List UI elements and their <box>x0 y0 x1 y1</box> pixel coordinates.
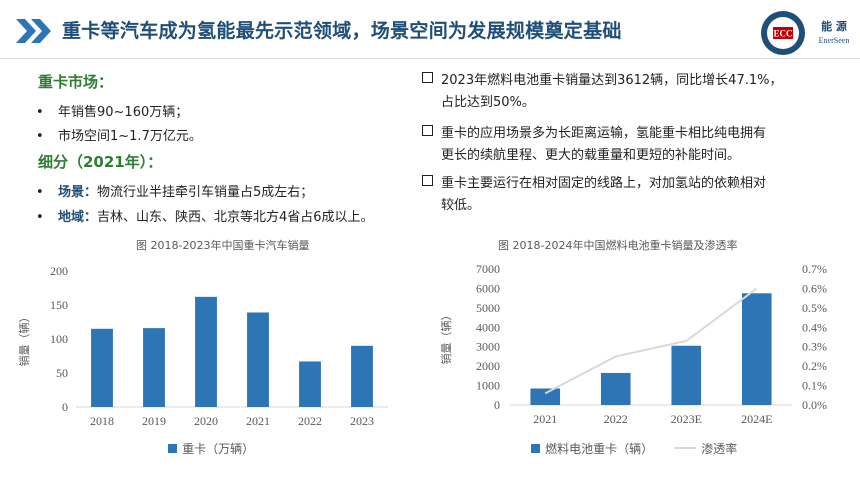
bullet-icon: • <box>36 129 44 144</box>
x-tick-label: 2021 <box>533 412 557 426</box>
bar <box>671 345 702 405</box>
legend-line <box>674 447 697 449</box>
bullet-icon: • <box>36 210 44 225</box>
y2-tick-label: 0.6% <box>802 281 827 295</box>
x-tick-label: 2023 <box>350 414 374 428</box>
bar <box>600 372 631 405</box>
bar <box>91 328 113 407</box>
legend-label: 燃料电池重卡（辆） <box>545 442 654 456</box>
section-heading-segment: 细分（2021年）： <box>38 153 163 171</box>
list-item: • 场景：物流行业半挂牵引车销量占5成左右； <box>36 185 314 200</box>
y-axis-label: 销量（辆） <box>439 310 453 365</box>
y-tick-label: 7000 <box>476 262 500 276</box>
bar <box>741 293 772 405</box>
y-tick-label: 3000 <box>476 340 500 354</box>
checkbox-bullet-icon <box>422 175 433 186</box>
x-tick-label: 2020 <box>194 414 218 428</box>
page-title: 重卡等汽车成为氢能最先示范领域，场景空间为发展规模奠定基础 <box>62 20 622 42</box>
list-item: • 市场空间1~1.7万亿元。 <box>36 129 202 144</box>
y-tick-label: 0 <box>494 398 500 412</box>
legend-label: 渗透率 <box>701 442 738 456</box>
list-item: 重卡的应用场景多为长距离运输，氢能重卡相比纯电拥有 更长的续航里程、更大的载重量… <box>422 123 766 167</box>
legend-label: 重卡（万辆） <box>182 442 255 456</box>
y-tick-label: 50 <box>56 366 68 380</box>
bullet-icon: • <box>36 105 44 120</box>
x-tick-label: 2022 <box>604 412 628 426</box>
legend-swatch <box>531 444 540 453</box>
bar <box>143 328 165 407</box>
checkbox-bullet-icon <box>422 125 433 136</box>
y2-tick-label: 0.3% <box>802 340 827 354</box>
checkbox-bullet-icon <box>422 72 433 83</box>
y-tick-label: 2000 <box>476 359 500 373</box>
y-tick-label: 0 <box>62 400 68 414</box>
bar <box>247 312 269 407</box>
chevron-double-right-icon <box>16 19 54 47</box>
legend-swatch <box>168 444 177 453</box>
y2-tick-label: 0.1% <box>802 379 827 393</box>
y2-tick-label: 0.4% <box>802 320 827 334</box>
header-divider <box>0 58 860 59</box>
bullet-icon: • <box>36 185 44 200</box>
y2-tick-label: 0.2% <box>802 359 827 373</box>
x-tick-label: 2024E <box>741 412 772 426</box>
chart-legend: 重卡（万辆） <box>168 438 254 457</box>
y-tick-label: 5000 <box>476 301 500 315</box>
logo-cn-text: 能 源 <box>821 20 847 33</box>
chart-title: 图 2018-2024年中国燃料电池重卡销量及渗透率 <box>498 239 738 252</box>
y-tick-label: 4000 <box>476 320 500 334</box>
enerseen-logo: 能 源 EnerSeen <box>812 12 856 56</box>
y-tick-label: 150 <box>50 298 68 312</box>
fuel-cell-truck-chart: 0 1000 2000 3000 4000 5000 6000 7000 0.0% 0.1% 0.2… <box>439 262 827 426</box>
x-tick-label: 2023E <box>671 412 702 426</box>
bar <box>299 361 321 407</box>
truck-sales-chart: 0 50 100 150 200 2018 2019 2020 2021 2022 2023 销量（辆… <box>17 264 388 428</box>
bar <box>530 388 561 405</box>
ecc-logo: ECC <box>760 10 806 56</box>
logo-en-text: EnerSeen <box>818 36 850 45</box>
section-heading-market: 重卡市场： <box>38 73 114 91</box>
x-tick-label: 2022 <box>298 414 322 428</box>
y-tick-label: 100 <box>50 332 68 346</box>
y-tick-label: 6000 <box>476 281 500 295</box>
y2-tick-label: 0.7% <box>802 262 827 276</box>
y2-tick-label: 0.5% <box>802 301 827 315</box>
list-item: • 年销售90~160万辆； <box>36 105 189 120</box>
list-item: 2023年燃料电池重卡销量达到3612辆，同比增长47.1%， 占比达到50%。 <box>422 70 782 114</box>
y2-tick-label: 0.0% <box>802 398 827 412</box>
svg-text:ECC: ECC <box>773 29 792 39</box>
penetration-rate-line <box>544 287 758 395</box>
x-tick-label: 2021 <box>246 414 270 428</box>
x-tick-label: 2019 <box>142 414 166 428</box>
chart-title: 图 2018-2023年中国重卡汽车销量 <box>136 239 310 252</box>
list-item: 重卡主要运行在相对固定的线路上，对加氢站的依赖相对 较低。 <box>422 173 766 217</box>
y-axis-label: 销量（辆） <box>17 312 31 367</box>
chart-legend: 燃料电池重卡（辆） 渗透率 <box>531 438 737 457</box>
y-tick-label: 200 <box>50 264 68 278</box>
bar <box>351 345 373 407</box>
bar <box>195 296 217 407</box>
list-item: • 地域：吉林、山东、陕西、北京等北方4省占6成以上。 <box>36 210 374 225</box>
x-tick-label: 2018 <box>90 414 114 428</box>
y-tick-label: 1000 <box>476 379 500 393</box>
